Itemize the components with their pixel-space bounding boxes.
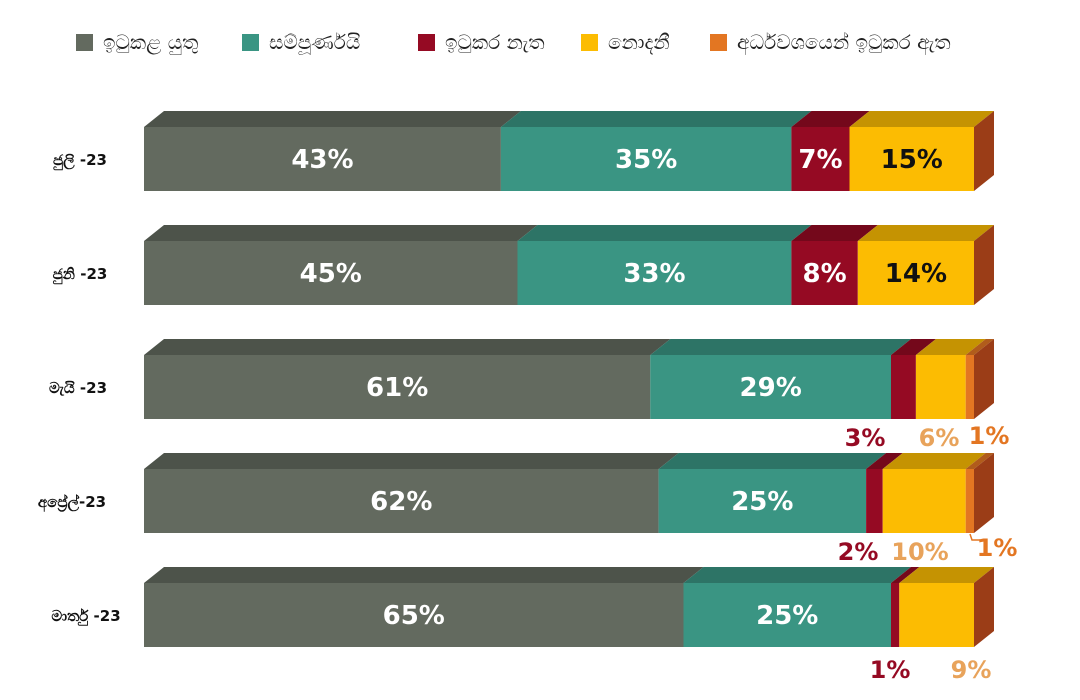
bar-segment-top xyxy=(915,339,986,355)
legend-swatch xyxy=(76,33,93,51)
bar-segment xyxy=(965,469,974,533)
category-label: ජුලි -23 xyxy=(53,151,107,171)
bar-segment-top xyxy=(144,567,704,583)
bar-segment xyxy=(658,469,867,533)
data-label: 1% xyxy=(969,422,1010,450)
bar-segment-top xyxy=(683,567,911,583)
legend-label: සම්පූර්ණයි xyxy=(269,30,361,54)
data-label: 29% xyxy=(740,373,802,403)
bar-segment-top xyxy=(899,567,994,583)
bar-segment xyxy=(791,241,858,305)
legend-label: නොදනී xyxy=(608,30,670,54)
bar-segment-top xyxy=(965,339,994,355)
bar-segment xyxy=(144,469,659,533)
category-label: මාර්තු -23 xyxy=(51,607,120,626)
data-label: 10% xyxy=(891,538,948,566)
bar-side xyxy=(974,339,994,419)
category-label: ජුනි -23 xyxy=(53,265,108,285)
category-label: මැයි -23 xyxy=(49,379,107,397)
bar-segment xyxy=(899,583,974,647)
data-label: 7% xyxy=(798,145,842,175)
bar-side xyxy=(974,453,994,533)
bar-side xyxy=(974,225,994,305)
legend-label: අර්ධවශයෙන් ඉටුකර ඇත xyxy=(737,30,951,54)
bar-segment xyxy=(891,355,916,419)
legend-item-not-done: ඉටුකර නැත xyxy=(418,20,545,64)
legend-item-partially-done: අර්ධවශයෙන් ඉටුකර ඇත xyxy=(710,20,951,64)
legend-swatch xyxy=(710,33,727,51)
bar-segment-top xyxy=(891,567,920,583)
bar-segment-top xyxy=(791,225,878,241)
bar-segment xyxy=(683,583,891,647)
bar-segment-top xyxy=(144,225,538,241)
bar-segment xyxy=(965,355,974,419)
data-label: 45% xyxy=(300,259,362,289)
leader-line xyxy=(969,533,980,541)
data-label: 2% xyxy=(838,538,879,566)
legend-swatch xyxy=(581,33,598,51)
data-label: 6% xyxy=(919,424,960,452)
bar-segment xyxy=(915,355,966,419)
bar-segment-top xyxy=(517,225,812,241)
data-label: 33% xyxy=(623,259,685,289)
legend-label: ඉටුකර නැත xyxy=(445,30,545,54)
legend-item-completed: සම්පූර්ණයි xyxy=(242,20,360,64)
data-label: 1% xyxy=(977,534,1018,562)
data-label: 25% xyxy=(731,487,793,517)
legend-item-unknown: නොදනී xyxy=(581,20,670,64)
data-label: 25% xyxy=(756,601,818,631)
bar-segment-top xyxy=(144,111,521,127)
bar-segment-top xyxy=(658,453,887,469)
bar-segment xyxy=(144,127,501,191)
data-label: 65% xyxy=(383,601,445,631)
data-label: 62% xyxy=(370,487,432,517)
bar-segment-top xyxy=(882,453,986,469)
bar-segment xyxy=(866,469,883,533)
bar-segment xyxy=(144,355,651,419)
legend-label: ඉටුකළ යුතු xyxy=(103,30,199,54)
bar-segment xyxy=(857,241,974,305)
data-label: 14% xyxy=(885,259,947,289)
bar-segment-top xyxy=(849,111,994,127)
bar-segment-top xyxy=(866,453,903,469)
bar-segment-top xyxy=(965,453,994,469)
bar-side xyxy=(974,567,994,647)
bar-segment-top xyxy=(891,339,936,355)
bar-side xyxy=(974,111,994,191)
legend-swatch xyxy=(418,33,435,51)
data-label: 1% xyxy=(870,656,911,684)
data-label: 9% xyxy=(951,656,992,684)
bar-segment-top xyxy=(857,225,994,241)
bar-segment-top xyxy=(144,453,679,469)
bar-segment-top xyxy=(650,339,911,355)
bar-segment xyxy=(891,583,900,647)
bar-segment xyxy=(144,241,518,305)
data-label: 61% xyxy=(366,373,428,403)
bar-segment xyxy=(791,127,850,191)
bar-segment-top xyxy=(144,339,671,355)
bar-segment xyxy=(517,241,792,305)
data-label: 35% xyxy=(615,145,677,175)
bar-segment xyxy=(500,127,792,191)
bar-segment xyxy=(849,127,974,191)
legend: ඉටුකළ යුතු සම්පූර්ණයි ඉටුකර නැත නොදනී අර… xyxy=(0,20,1080,64)
bar-segment-top xyxy=(791,111,870,127)
category-label: අප්‍රේල්-23 xyxy=(38,493,106,513)
bar-segment xyxy=(144,583,684,647)
legend-swatch xyxy=(242,33,259,51)
legend-item-must-do: ඉටුකළ යුතු xyxy=(76,20,198,64)
data-label: 43% xyxy=(291,145,353,175)
data-label: 3% xyxy=(845,424,886,452)
data-label: 8% xyxy=(803,259,847,289)
bar-segment-top xyxy=(500,111,812,127)
bar-segment xyxy=(882,469,966,533)
bar-segment xyxy=(650,355,891,419)
data-label: 15% xyxy=(881,145,943,175)
